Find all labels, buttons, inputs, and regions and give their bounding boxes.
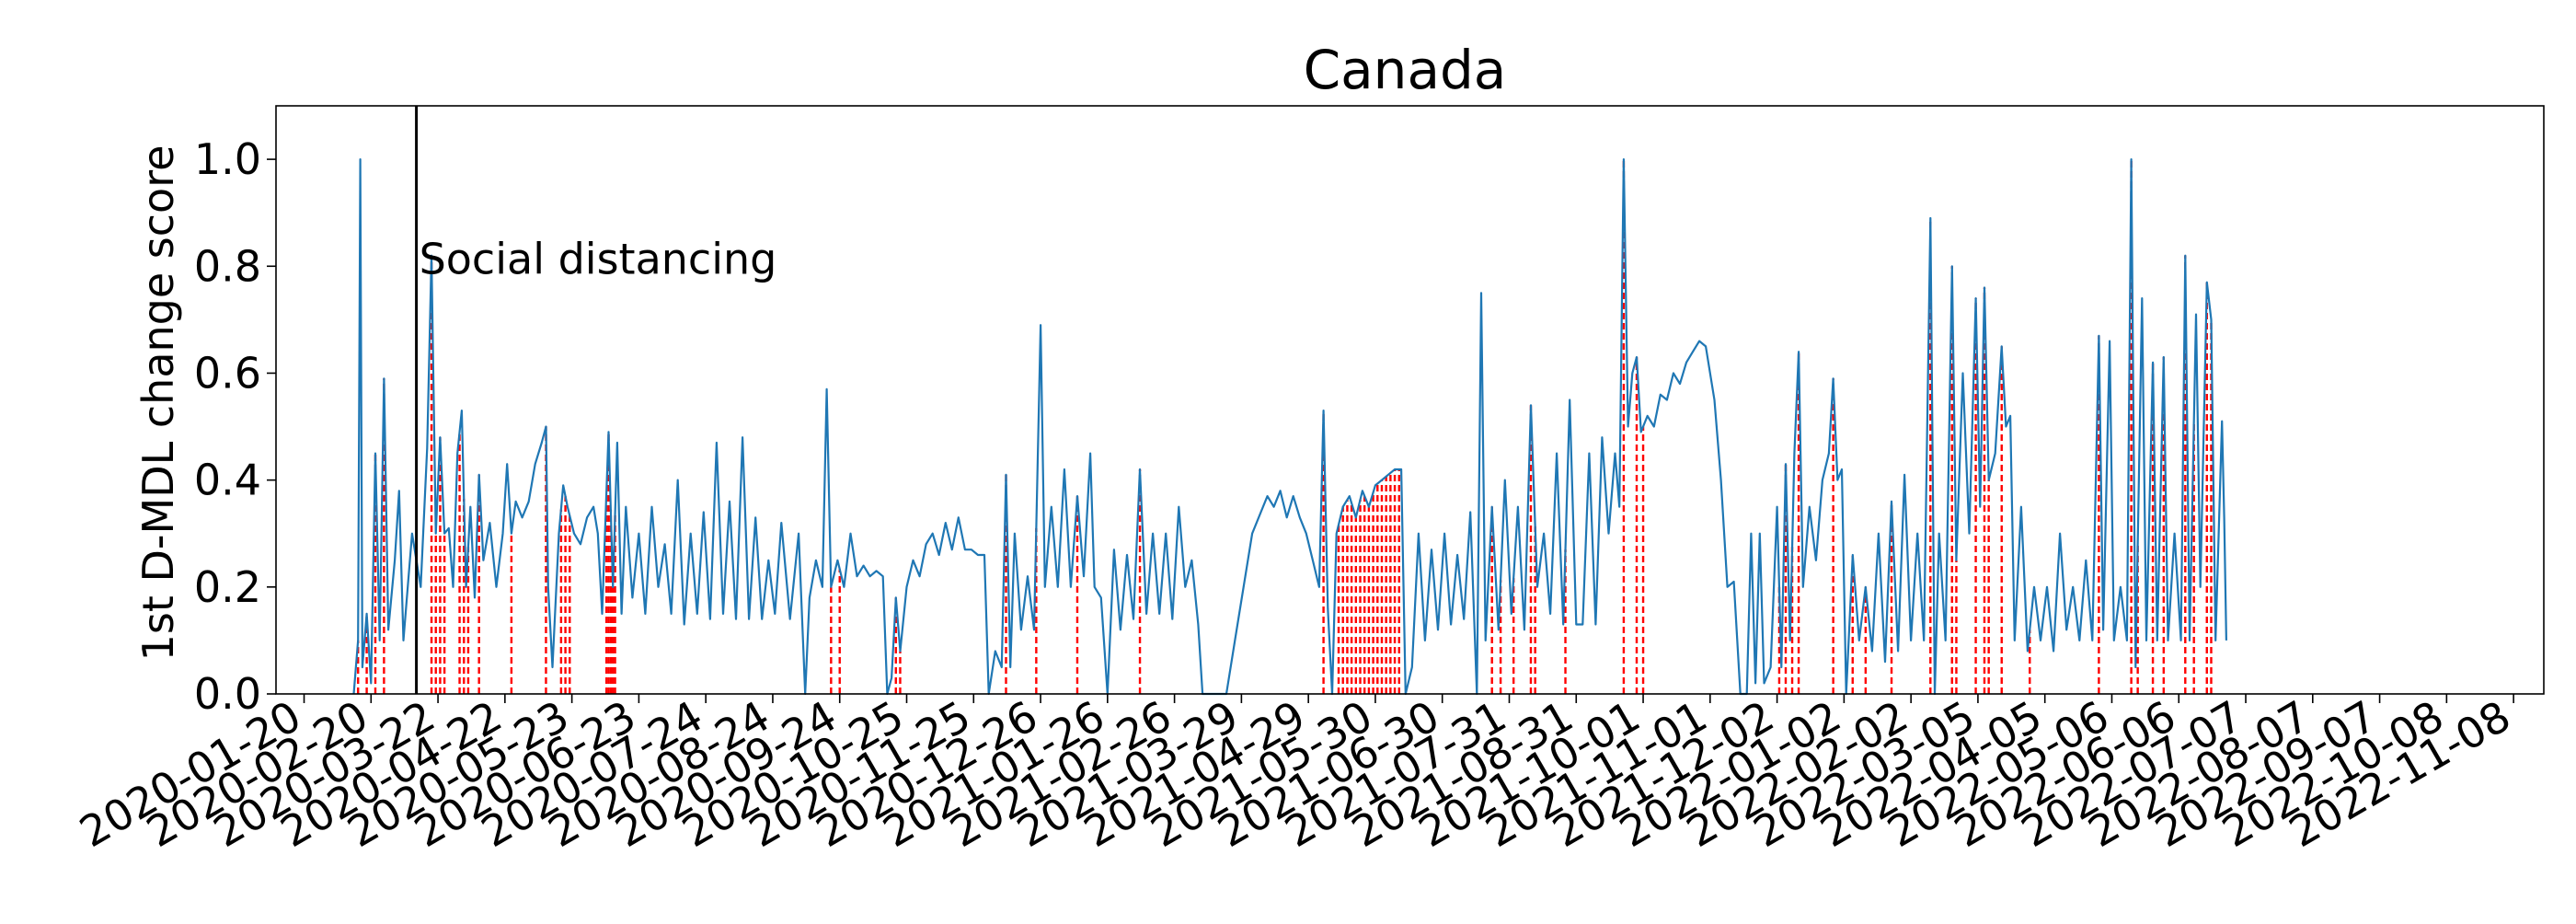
y-tick-label: 0.4 (194, 456, 261, 505)
series-line (352, 158, 2227, 696)
plot-frame (275, 105, 2545, 695)
y-tick-label: 0.2 (194, 562, 261, 612)
annotation-label: Social distancing (420, 234, 777, 283)
y-tick-label: 0.8 (194, 241, 261, 291)
y-tick-label: 1.0 (194, 134, 261, 184)
plot-area: 0.00.20.40.60.81.02020-01-202020-02-2020… (71, 105, 2545, 857)
y-axis-label: 1st D-MDL change score (133, 145, 183, 662)
chart-title: Canada (1304, 39, 1507, 101)
y-tick-label: 0.6 (194, 348, 261, 398)
y-tick-label: 0.0 (194, 669, 261, 719)
